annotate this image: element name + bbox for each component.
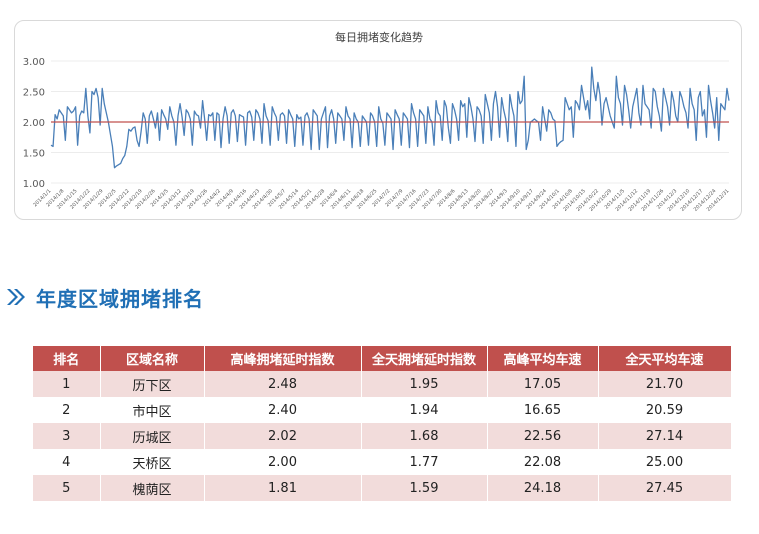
section-heading: 年度区域拥堵排名 <box>6 283 204 311</box>
cell-peak-index: 2.40 <box>204 397 362 423</box>
header-rank: 排名 <box>33 346 101 371</box>
cell-allday-index: 1.94 <box>361 397 488 423</box>
cell-rank: 5 <box>33 475 101 501</box>
series-line <box>50 66 730 169</box>
trend-chart: 每日拥堵变化趋势 1.00 1.50 2.00 2.50 3.00 2014/1/120… <box>23 30 731 213</box>
cell-district: 市中区 <box>100 397 205 423</box>
cell-allday-index: 1.77 <box>361 449 488 475</box>
table-row: 2 市中区 2.40 1.94 16.65 20.59 <box>33 397 732 423</box>
cell-allday-speed: 21.70 <box>598 371 732 397</box>
cell-allday-speed: 20.59 <box>598 397 732 423</box>
cell-rank: 4 <box>33 449 101 475</box>
cell-allday-index: 1.68 <box>361 423 488 449</box>
y-tick-label: 1.50 <box>23 149 45 160</box>
cell-district: 历下区 <box>100 371 205 397</box>
y-axis-ticks: 1.00 1.50 2.00 2.50 3.00 <box>23 57 45 190</box>
double-chevron-right-icon <box>7 289 25 305</box>
cell-allday-speed: 25.00 <box>598 449 732 475</box>
cell-peak-index: 2.48 <box>204 371 362 397</box>
cell-rank: 1 <box>33 371 101 397</box>
cell-peak-speed: 16.65 <box>487 397 599 423</box>
y-tick-label: 1.00 <box>23 179 45 190</box>
table-row: 1 历下区 2.48 1.95 17.05 21.70 <box>33 371 732 397</box>
table-row: 5 槐荫区 1.81 1.59 24.18 27.45 <box>33 475 732 501</box>
cell-rank: 2 <box>33 397 101 423</box>
cell-allday-speed: 27.45 <box>598 475 732 501</box>
ranking-table: 排名 区域名称 高峰拥堵延时指数 全天拥堵延时指数 高峰平均车速 全天平均车速 … <box>33 346 732 501</box>
header-peak-speed: 高峰平均车速 <box>487 346 599 371</box>
cell-allday-index: 1.59 <box>361 475 488 501</box>
table-row: 4 天桥区 2.00 1.77 22.08 25.00 <box>33 449 732 475</box>
cell-peak-speed: 22.56 <box>487 423 599 449</box>
cell-peak-index: 2.00 <box>204 449 362 475</box>
cell-peak-speed: 17.05 <box>487 371 599 397</box>
cell-rank: 3 <box>33 423 101 449</box>
cell-peak-index: 1.81 <box>204 475 362 501</box>
y-tick-label: 2.50 <box>23 88 45 99</box>
cell-district: 槐荫区 <box>100 475 205 501</box>
section-title: 年度区域拥堵排名 <box>36 286 204 311</box>
header-peak-index: 高峰拥堵延时指数 <box>204 346 362 371</box>
header-allday-index: 全天拥堵延时指数 <box>361 346 488 371</box>
x-axis-ticks: 2014/1/12014/1/82014/1/152014/1/222014/1… <box>32 188 730 213</box>
table-header-row: 排名 区域名称 高峰拥堵延时指数 全天拥堵延时指数 高峰平均车速 全天平均车速 <box>33 346 732 371</box>
cell-allday-index: 1.95 <box>361 371 488 397</box>
series-layer <box>50 66 730 169</box>
cell-peak-index: 2.02 <box>204 423 362 449</box>
cell-district: 天桥区 <box>100 449 205 475</box>
header-district: 区域名称 <box>100 346 205 371</box>
y-tick-label: 2.00 <box>23 118 45 129</box>
cell-district: 历城区 <box>100 423 205 449</box>
cell-allday-speed: 27.14 <box>598 423 732 449</box>
trend-chart-card: 每日拥堵变化趋势 1.00 1.50 2.00 2.50 3.00 2014/1/1 20… <box>14 20 742 220</box>
cell-peak-speed: 24.18 <box>487 475 599 501</box>
y-tick-label: 3.00 <box>23 57 45 68</box>
table-row: 3 历城区 2.02 1.68 22.56 27.14 <box>33 423 732 449</box>
header-allday-speed: 全天平均车速 <box>598 346 732 371</box>
chart-title: 每日拥堵变化趋势 <box>335 30 423 44</box>
cell-peak-speed: 22.08 <box>487 449 599 475</box>
